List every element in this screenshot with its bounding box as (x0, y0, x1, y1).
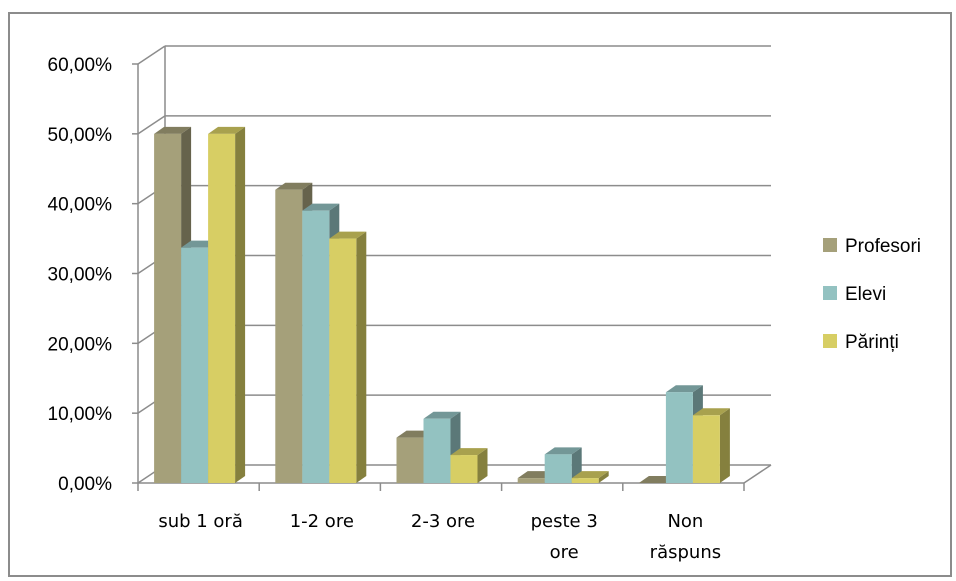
y-tick-label: 40,00% (48, 195, 113, 216)
legend-swatch (823, 238, 837, 252)
bar-side (719, 408, 730, 483)
bar-side (356, 231, 367, 483)
y-tick-label: 10,00% (48, 404, 113, 425)
bar-front (571, 478, 599, 483)
y-tick-label: 30,00% (48, 265, 113, 286)
legend-label: Părinți (845, 332, 899, 353)
bar-front (154, 133, 182, 484)
legend-label: Elevi (845, 284, 886, 305)
legend-swatch (823, 286, 837, 300)
bar-front (181, 247, 209, 483)
bar-front (208, 133, 236, 484)
bar-top (665, 385, 703, 393)
bar-top (544, 447, 582, 455)
x-category-label: sub 1 oră (158, 511, 243, 532)
bar-side (477, 448, 488, 483)
bar-p-rin-i (329, 231, 367, 483)
x-category-label: răspuns (650, 542, 721, 563)
y-tick-label: 60,00% (48, 55, 113, 76)
bar-top (423, 411, 461, 419)
bar-front (665, 392, 693, 483)
bar-p-rin-i (450, 448, 488, 483)
y-tick-label: 20,00% (48, 334, 113, 355)
bar-elevi (544, 447, 582, 483)
bar-front (423, 418, 451, 483)
y-tick-label: 0,00% (58, 474, 112, 495)
bar-front (517, 478, 545, 483)
y-tick-label: 50,00% (48, 125, 113, 146)
x-category-label: 2-3 ore (411, 511, 475, 532)
bar-top (154, 126, 192, 134)
floor-edge (743, 464, 772, 484)
gridline-depth (137, 115, 166, 135)
bar-front (329, 238, 357, 483)
legend-label: Profesori (845, 236, 921, 257)
bar-front (450, 455, 478, 483)
bar-top (329, 231, 367, 239)
gridline-depth (137, 45, 166, 65)
bar-top (450, 448, 488, 456)
bar-front (275, 189, 303, 483)
bar-p-rin-i (571, 471, 609, 483)
bar-front (302, 210, 330, 483)
bar-top (692, 408, 730, 416)
bar-p-rin-i (208, 126, 246, 484)
legend: Profesori Elevi Părinți (823, 236, 921, 353)
bar-front (692, 415, 720, 483)
x-category-label: Non (667, 511, 703, 532)
bars-layer (154, 126, 730, 484)
bar-top (302, 203, 340, 211)
chart-frame (8, 12, 952, 577)
bar-side (598, 471, 609, 483)
bar-top (571, 471, 609, 479)
bar-front (396, 437, 424, 483)
bar-front (544, 454, 572, 483)
legend-swatch (823, 334, 837, 348)
bar-side (235, 126, 246, 483)
x-category-label: peste 3 (531, 511, 598, 532)
x-category-label: ore (550, 542, 579, 563)
labels-layer: 0,00% 10,00% 20,00% 30,00% 40,00% 50,00% 60,00… (48, 55, 722, 563)
bar-top (208, 126, 246, 134)
bar-p-rin-i (692, 408, 730, 483)
x-category-label: 1-2 ore (290, 511, 354, 532)
bar-top (275, 182, 313, 190)
